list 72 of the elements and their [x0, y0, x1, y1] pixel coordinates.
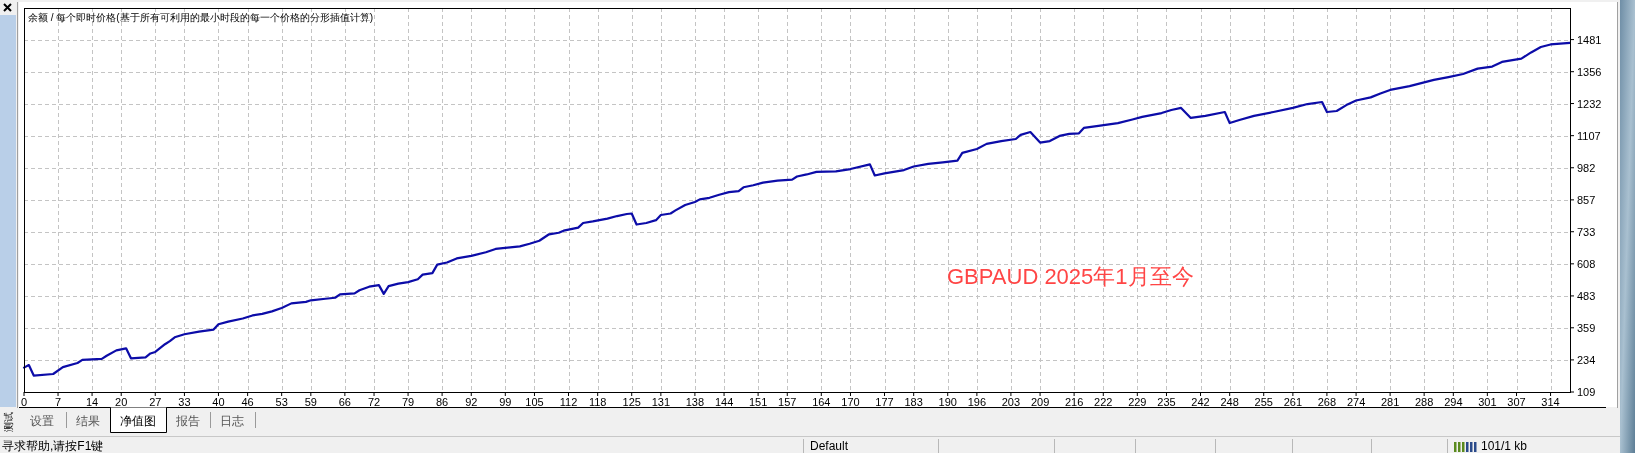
x-tick-label: 294	[1444, 396, 1463, 408]
x-tick-label: 59	[304, 396, 317, 408]
status-text: 101/1 kb	[1481, 439, 1528, 453]
x-tick-label: 105	[525, 396, 544, 408]
x-tick-label: 72	[367, 396, 381, 408]
x-tick-label: 314	[1541, 396, 1560, 408]
y-tick-label: 1481	[1577, 33, 1602, 46]
x-tick-label: 138	[685, 396, 705, 408]
y-tick-label: 982	[1577, 161, 1596, 174]
x-tick-label: 7	[54, 396, 62, 408]
x-tick-label: 125	[622, 396, 641, 408]
x-tick-label: 301	[1478, 396, 1497, 408]
y-tick-label: 1107	[1577, 129, 1601, 142]
y-tick-label: 608	[1577, 257, 1596, 270]
tab-label: 报告	[176, 414, 200, 428]
x-tick-label: 229	[1128, 396, 1147, 408]
x-tick-label: 177	[875, 396, 894, 408]
status-text: Default	[810, 439, 849, 453]
y-tick-label: 483	[1577, 289, 1596, 302]
note: GBPAUD 2025年1月至今	[947, 264, 1194, 289]
tab-label: 设置	[30, 414, 54, 428]
x-tick-label: 151	[748, 396, 768, 408]
tab-label: 结果	[76, 414, 100, 428]
x-tick-label: 164	[812, 396, 831, 408]
title: 余额 / 每个即时价格(基于所有可利用的最小时段的每一个价格的分形插值计算)	[28, 12, 373, 23]
x-tick-label: 118	[588, 396, 607, 408]
x-tick-label: 190	[938, 396, 957, 408]
x-tick-label: 255	[1254, 396, 1273, 408]
panel-label: 测试	[3, 412, 14, 432]
y-tick-label: 1232	[1577, 97, 1602, 110]
x-tick-label: 274	[1346, 396, 1366, 408]
y-tick-label: 1356	[1577, 65, 1602, 78]
x-tick-label: 203	[1001, 396, 1021, 408]
x-tick-label: 46	[241, 396, 254, 408]
x-tick-label: 33	[178, 396, 191, 408]
x-tick-label: 268	[1317, 396, 1337, 408]
x-tick-label: 288	[1414, 396, 1434, 408]
y-tick-label: 359	[1577, 321, 1596, 334]
x-tick-label: 183	[904, 396, 923, 408]
x-tick-label: 307	[1507, 396, 1526, 408]
x-tick-label: 99	[499, 396, 512, 408]
x-tick-label: 14	[85, 396, 99, 408]
tab-label: 日志	[220, 414, 244, 428]
x-tick-label: 27	[149, 396, 162, 408]
tab-label: 净值图	[120, 414, 156, 428]
y-tick-label: 733	[1577, 225, 1596, 238]
x-tick-label: 216	[1064, 396, 1084, 408]
y-tick-label: 234	[1577, 353, 1596, 366]
x-tick-label: 242	[1191, 396, 1210, 408]
x-tick-label: 92	[465, 396, 478, 408]
x-tick-label: 157	[778, 396, 797, 408]
x-tick-label: 86	[435, 396, 449, 408]
x-tick-label: 196	[967, 396, 987, 408]
x-tick-label: 40	[212, 396, 225, 408]
x-tick-label: 66	[338, 396, 351, 408]
x-tick-label: 53	[275, 396, 288, 408]
x-tick-label: 170	[841, 396, 860, 408]
x-tick-label: 131	[651, 396, 671, 408]
x-tick-label: 144	[714, 396, 734, 408]
x-tick-label: 222	[1094, 396, 1113, 408]
x-tick-label: 248	[1220, 396, 1239, 408]
x-tick-label: 0	[20, 396, 28, 408]
x-tick-label: 209	[1030, 396, 1050, 408]
x-tick-label: 112	[559, 396, 578, 408]
y-tick-label: 857	[1577, 193, 1596, 206]
status-text: 寻求帮助,请按F1键	[2, 439, 104, 453]
x-tick-label: 235	[1157, 396, 1176, 408]
y-tick-label: 109	[1577, 386, 1596, 398]
x-tick-label: 20	[115, 396, 128, 408]
x-tick-label: 281	[1380, 396, 1400, 408]
x-tick-label: 261	[1283, 396, 1303, 408]
x-tick-label: 79	[401, 396, 415, 408]
